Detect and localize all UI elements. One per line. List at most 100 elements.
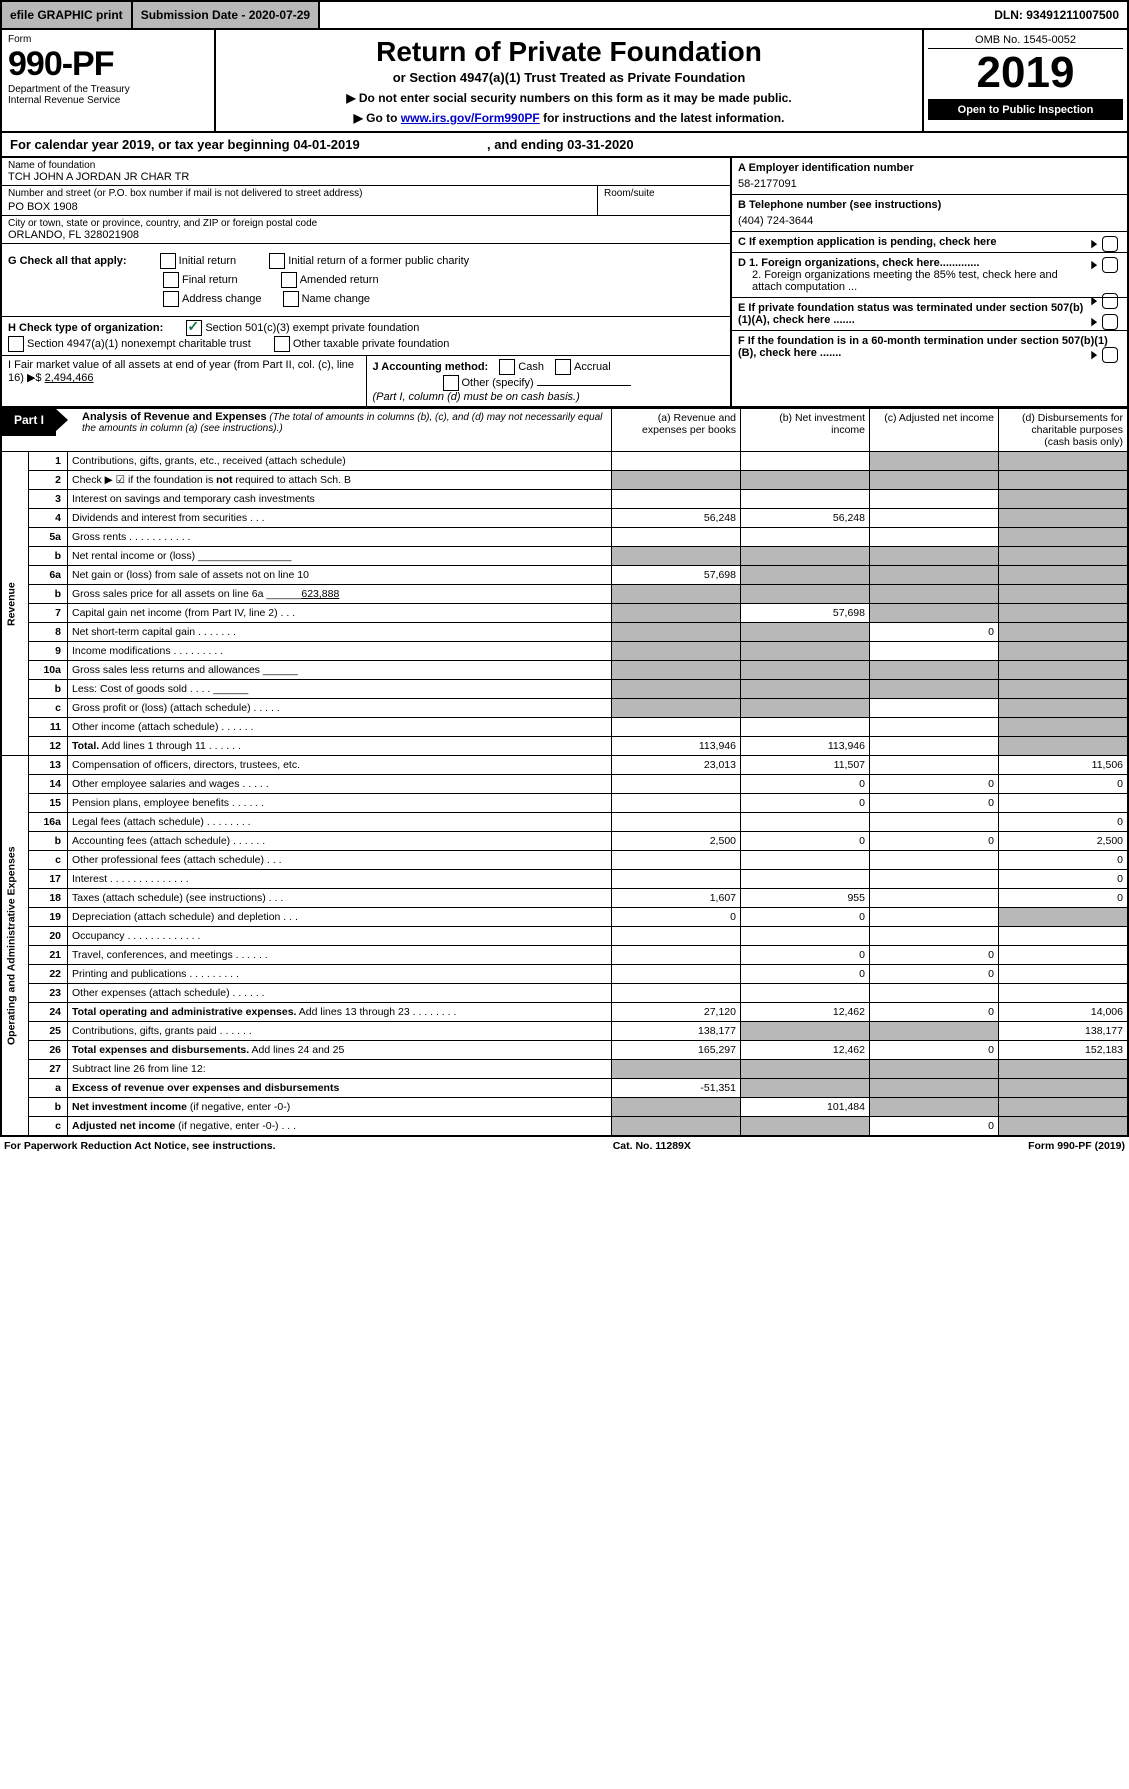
table-row: Revenue1Contributions, gifts, grants, et… (1, 452, 1128, 471)
table-row: 12Total. Add lines 1 through 11 . . . . … (1, 737, 1128, 756)
col-a-value (612, 1117, 741, 1136)
row-number: 8 (29, 623, 68, 642)
col-d-value: 152,183 (999, 1041, 1129, 1060)
row-number: b (29, 832, 68, 851)
col-b-value (741, 452, 870, 471)
col-d-value: 0 (999, 889, 1129, 908)
row-description: Gross profit or (loss) (attach schedule)… (68, 699, 612, 718)
checkbox-accrual[interactable] (555, 359, 571, 375)
col-b-value: 955 (741, 889, 870, 908)
col-b-value (741, 566, 870, 585)
col-c-value (870, 452, 999, 471)
row-description: Interest . . . . . . . . . . . . . . (68, 870, 612, 889)
row-number: 22 (29, 965, 68, 984)
row-number: 24 (29, 1003, 68, 1022)
col-d-value: 11,506 (999, 756, 1129, 775)
table-row: cGross profit or (loss) (attach schedule… (1, 699, 1128, 718)
checkbox-initial-return[interactable] (160, 253, 176, 269)
col-b-value: 12,462 (741, 1003, 870, 1022)
col-d-value (999, 528, 1129, 547)
col-c-value (870, 566, 999, 585)
col-c-value (870, 1060, 999, 1079)
form-footer-label: Form 990-PF (2019) (1028, 1140, 1125, 1152)
table-row: 18Taxes (attach schedule) (see instructi… (1, 889, 1128, 908)
checkbox-address-change[interactable] (163, 291, 179, 307)
col-a-value (612, 984, 741, 1003)
section-j: J Accounting method: Cash Accrual Other … (367, 356, 731, 406)
row-number: 7 (29, 604, 68, 623)
checkbox-f[interactable] (1102, 347, 1118, 363)
checkbox-501c3[interactable] (186, 320, 202, 336)
checkbox-initial-former[interactable] (269, 253, 285, 269)
col-d-value (999, 1117, 1129, 1136)
col-c-value: 0 (870, 832, 999, 851)
row-description: Depreciation (attach schedule) and deple… (68, 908, 612, 927)
checkbox-cash[interactable] (499, 359, 515, 375)
col-b-value: 57,698 (741, 604, 870, 623)
col-a-value (612, 794, 741, 813)
checkbox-name-change[interactable] (283, 291, 299, 307)
room-label: Room/suite (598, 186, 730, 215)
checkbox-final-return[interactable] (163, 272, 179, 288)
col-c-value (870, 870, 999, 889)
row-number: 18 (29, 889, 68, 908)
col-c-value: 0 (870, 946, 999, 965)
checkbox-4947[interactable] (8, 336, 24, 352)
dln-label: DLN: 93491211007500 (986, 2, 1127, 28)
open-public-badge: Open to Public Inspection (928, 99, 1123, 120)
checkbox-other-method[interactable] (443, 375, 459, 391)
table-row: 11Other income (attach schedule) . . . .… (1, 718, 1128, 737)
col-b-value: 0 (741, 965, 870, 984)
city-value: ORLANDO, FL 328021908 (8, 229, 724, 241)
catalog-number: Cat. No. 11289X (613, 1140, 691, 1152)
col-a-value (612, 490, 741, 509)
col-d-value (999, 490, 1129, 509)
row-description: Gross sales less returns and allowances … (68, 661, 612, 680)
checkbox-c[interactable] (1102, 236, 1118, 252)
col-a-value (612, 870, 741, 889)
col-b-value: 12,462 (741, 1041, 870, 1060)
checkbox-other-taxable[interactable] (274, 336, 290, 352)
col-b-value: 113,946 (741, 737, 870, 756)
col-c-value (870, 1079, 999, 1098)
instruction-1: ▶ Do not enter social security numbers o… (222, 91, 916, 105)
table-row: 22Printing and publications . . . . . . … (1, 965, 1128, 984)
row-description: Pension plans, employee benefits . . . .… (68, 794, 612, 813)
checkbox-amended-return[interactable] (281, 272, 297, 288)
col-c-value (870, 547, 999, 566)
table-row: aExcess of revenue over expenses and dis… (1, 1079, 1128, 1098)
col-b-value: 0 (741, 794, 870, 813)
row-description: Subtract line 26 from line 12: (68, 1060, 612, 1079)
irs-link[interactable]: www.irs.gov/Form990PF (401, 111, 540, 125)
checkbox-d2[interactable] (1102, 293, 1118, 309)
row-description: Less: Cost of goods sold . . . . ______ (68, 680, 612, 699)
checkbox-e[interactable] (1102, 314, 1118, 330)
fmv-value: 2,494,466 (45, 372, 94, 384)
col-d-value (999, 737, 1129, 756)
row-description: Adjusted net income (if negative, enter … (68, 1117, 612, 1136)
col-b-value (741, 984, 870, 1003)
efile-print-button[interactable]: efile GRAPHIC print (2, 2, 133, 28)
ein-label: A Employer identification number (738, 162, 914, 174)
col-d-value: 0 (999, 851, 1129, 870)
row-number: 3 (29, 490, 68, 509)
row-description: Other employee salaries and wages . . . … (68, 775, 612, 794)
col-a-value: 113,946 (612, 737, 741, 756)
col-d-value (999, 927, 1129, 946)
col-b-value (741, 547, 870, 566)
checkbox-d1[interactable] (1102, 257, 1118, 273)
footer: For Paperwork Reduction Act Notice, see … (0, 1136, 1129, 1155)
row-description: Contributions, gifts, grants, etc., rece… (68, 452, 612, 471)
col-c-value (870, 908, 999, 927)
row-description: Capital gain net income (from Part IV, l… (68, 604, 612, 623)
city-label: City or town, state or province, country… (8, 218, 724, 229)
row-description: Other income (attach schedule) . . . . .… (68, 718, 612, 737)
col-b-value (741, 1060, 870, 1079)
row-description: Dividends and interest from securities .… (68, 509, 612, 528)
col-c-value (870, 680, 999, 699)
form-title: Return of Private Foundation (222, 36, 916, 68)
department-label: Department of the Treasury (8, 84, 208, 95)
col-b-value (741, 813, 870, 832)
col-d-value (999, 1060, 1129, 1079)
col-c-value (870, 509, 999, 528)
